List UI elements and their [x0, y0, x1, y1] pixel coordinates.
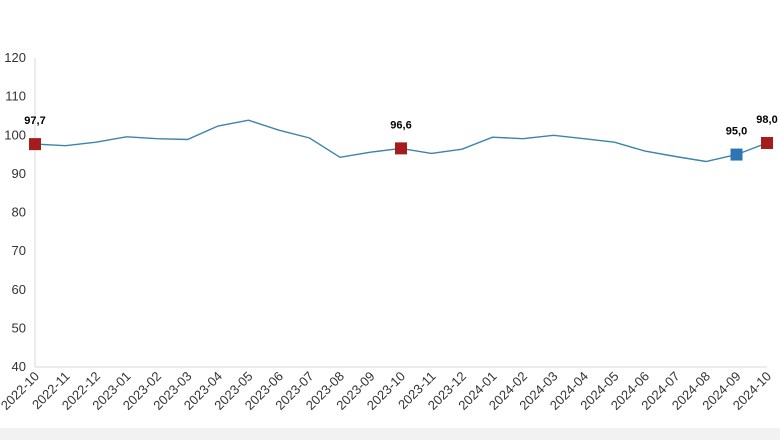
highlight-markers	[29, 136, 773, 161]
y-axis: 40 50 60 70 80 90 100 110 120	[4, 50, 36, 374]
y-tick-label: 100	[4, 127, 26, 142]
highlight-marker	[395, 142, 407, 155]
highlight-marker	[29, 138, 41, 151]
y-tick-label: 120	[4, 50, 26, 65]
highlight-marker	[730, 148, 743, 161]
y-tick-label: 50	[12, 320, 26, 335]
y-tick-label: 90	[12, 166, 26, 181]
y-tick-label: 40	[12, 359, 26, 374]
data-label: 98,0	[756, 114, 777, 126]
bottom-strip	[0, 428, 780, 440]
y-tick-label: 60	[12, 282, 26, 297]
data-label: 96,6	[390, 119, 411, 131]
x-axis: 2022-102022-112022-122023-012023-022023-…	[0, 366, 774, 413]
y-tick-label: 80	[12, 205, 26, 220]
y-tick-label: 70	[12, 243, 26, 258]
data-label: 97,7	[24, 115, 45, 127]
data-label: 95,0	[726, 126, 747, 138]
highlight-marker	[761, 136, 773, 149]
data-labels: 97,7 96,6 95,0 98,0	[24, 114, 777, 138]
y-tick-label: 110	[5, 89, 26, 104]
